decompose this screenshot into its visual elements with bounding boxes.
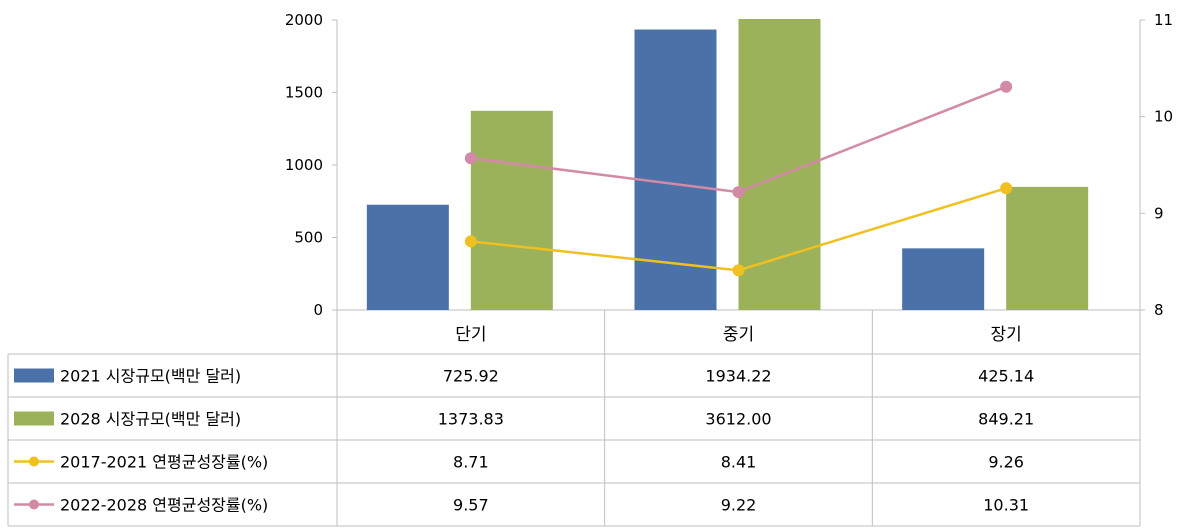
legend-key-marker-2 (29, 499, 39, 510)
line-point-1-2 (732, 264, 745, 277)
table-cell: 1373.83 (438, 410, 504, 429)
legend-key-bar-1 (14, 368, 54, 383)
row-label: 2022-2028 연평균성장률(%) (60, 496, 268, 515)
table-cell: 9.57 (453, 496, 489, 515)
row-label: 2028 시장규모(백만 달러) (60, 410, 241, 429)
table-cell: 1934.22 (705, 367, 771, 386)
lines (464, 80, 1013, 277)
table-cell: 849.21 (978, 410, 1034, 429)
left-tick-label: 1000 (285, 156, 323, 174)
row-label: 2021 시장규모(백만 달러) (60, 367, 241, 386)
category-label: 중기 (723, 325, 754, 345)
table-cell: 8.41 (721, 453, 757, 472)
bar-1-2 (634, 29, 717, 311)
line-point-1-1 (464, 235, 477, 248)
left-tick-label: 2000 (285, 11, 323, 29)
line-point-2-1 (464, 152, 477, 165)
left-tick-label: 1500 (285, 84, 323, 102)
left-tick-label: 500 (294, 229, 323, 247)
right-tick-label: 8 (1154, 301, 1164, 319)
data-table: 단기 중기 장기 2021 시장규모(백만 달러) 725.92 1934.22 425.1… (7, 310, 1141, 527)
table-cell: 8.71 (453, 453, 489, 472)
row-label: 2017-2021 연평균성장률(%) (60, 453, 268, 472)
right-tick-label: 9 (1154, 204, 1164, 222)
right-tick-label: 11 (1154, 11, 1173, 29)
line-point-1-3 (1000, 182, 1013, 195)
left-tick-label: 0 (313, 301, 323, 319)
line-point-2-3 (1000, 80, 1013, 93)
right-tick-label: 10 (1154, 108, 1173, 126)
table-cell: 725.92 (443, 367, 499, 386)
legend-key-bar-2 (14, 411, 54, 426)
category-label: 단기 (455, 325, 486, 345)
bar-1-1 (366, 204, 449, 310)
table-cell: 3612.00 (705, 410, 771, 429)
bar-1-3 (902, 248, 985, 310)
table-cell: 9.22 (721, 496, 757, 515)
table-cell: 10.31 (983, 496, 1029, 515)
bar-2-1 (470, 110, 553, 310)
legend-key-marker-1 (29, 456, 39, 467)
line-point-2-2 (732, 186, 745, 199)
table-cell: 9.26 (988, 453, 1024, 472)
table-cell: 425.14 (978, 367, 1034, 386)
category-label: 장기 (991, 325, 1022, 345)
bars (366, 19, 1089, 311)
bar-2-3 (1006, 186, 1089, 310)
